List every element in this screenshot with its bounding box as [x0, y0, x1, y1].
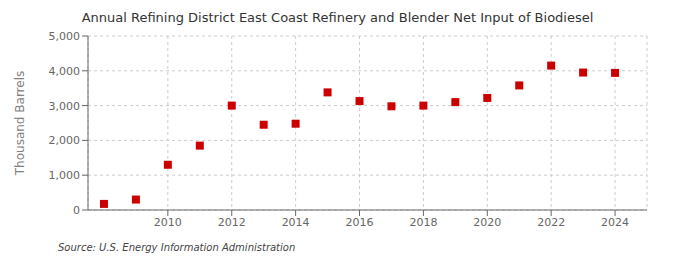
- svg-text:1,000: 1,000: [49, 169, 81, 182]
- svg-text:4,000: 4,000: [49, 65, 81, 78]
- svg-text:2016: 2016: [346, 216, 374, 229]
- svg-text:0: 0: [73, 204, 80, 217]
- svg-text:Thousand Barrels: Thousand Barrels: [13, 71, 27, 176]
- svg-text:2024: 2024: [601, 216, 629, 229]
- svg-text:2020: 2020: [473, 216, 501, 229]
- svg-text:2,000: 2,000: [49, 134, 81, 147]
- html-text:Annual Refining District East: Annual Refining District East Coast Refi…: [81, 10, 594, 25]
- svg-text:3,000: 3,000: [49, 100, 81, 113]
- svg-text:2012: 2012: [218, 216, 246, 229]
- svg-text:2018: 2018: [409, 216, 437, 229]
- svg-text:5,000: 5,000: [49, 30, 81, 43]
- svg-text:2010: 2010: [154, 216, 182, 229]
- svg-text:2014: 2014: [282, 216, 310, 229]
- html-text:Source: U.S. Energy Informatio: Source: U.S. Energy Information Administ…: [58, 242, 296, 253]
- svg-text:2022: 2022: [537, 216, 565, 229]
